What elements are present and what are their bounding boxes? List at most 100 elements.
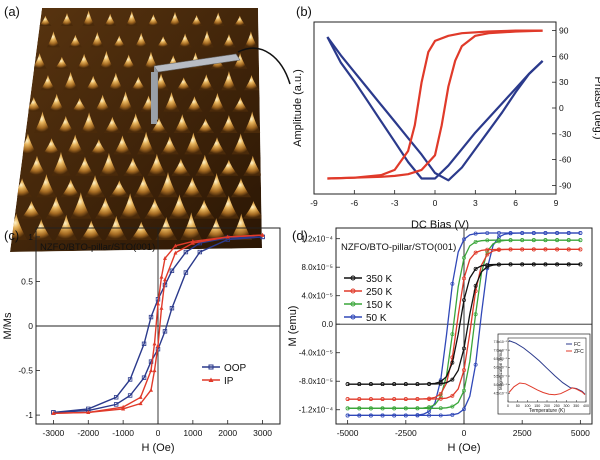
panel-b-y2label: Phase (deg.) — [592, 77, 600, 140]
data-point — [403, 413, 408, 418]
panel-a: (a) — [4, 4, 291, 252]
inset-x-tick-label: 350 — [573, 404, 579, 408]
afm-peak — [85, 175, 106, 198]
data-point — [462, 298, 466, 302]
y-tick-label: 1 — [28, 232, 33, 242]
data-point — [380, 413, 385, 418]
legend-label: 150 K — [366, 300, 392, 311]
afm-peak — [48, 93, 65, 112]
afm-peak — [121, 54, 136, 69]
data-point — [427, 405, 432, 410]
data-point — [473, 250, 478, 255]
y2-tick-label: 0 — [559, 103, 564, 113]
data-point — [357, 406, 362, 411]
afm-peak — [218, 195, 240, 219]
data-point — [462, 407, 466, 412]
afm-peak — [219, 159, 239, 176]
data-point — [462, 276, 466, 281]
data-point — [520, 262, 525, 267]
data-point — [450, 393, 455, 398]
data-point — [415, 382, 420, 387]
afm-peak — [200, 30, 214, 48]
data-point — [127, 393, 133, 398]
panel-c-xlabel: H (Oe) — [142, 442, 175, 454]
y2-tick-label: -30 — [559, 129, 572, 139]
afm-peak — [45, 196, 67, 219]
data-point — [427, 413, 432, 418]
data-point — [51, 411, 56, 415]
data-point — [345, 406, 350, 411]
afm-peak — [220, 115, 238, 133]
inset-y-tick-label: 5.0x10⁻⁵ — [494, 383, 508, 387]
data-point — [169, 268, 175, 273]
data-point — [173, 243, 178, 248]
series-line — [327, 29, 543, 180]
afm-peak — [27, 155, 47, 176]
data-point — [473, 362, 478, 367]
y-tick-label: -1.2x10⁻⁴ — [299, 406, 334, 415]
afm-peak — [243, 155, 262, 176]
x-tick-label: -2000 — [77, 428, 99, 438]
data-point — [543, 247, 548, 252]
legend-marker — [350, 314, 356, 320]
afm-cantilever-icon — [151, 47, 291, 124]
afm-peak — [169, 194, 190, 219]
data-point — [555, 231, 560, 235]
data-point — [368, 397, 373, 402]
data-point — [578, 238, 583, 243]
data-point — [578, 247, 583, 252]
data-point — [462, 255, 466, 260]
afm-peak — [125, 11, 138, 26]
legend-label: OOP — [224, 363, 247, 374]
data-point — [531, 238, 536, 243]
data-point — [496, 231, 501, 235]
afm-peak — [71, 98, 88, 112]
data-point — [357, 382, 362, 387]
afm-peak — [230, 213, 253, 240]
series-line — [347, 232, 581, 417]
data-point — [543, 238, 548, 243]
data-point — [566, 247, 571, 252]
data-point — [138, 395, 143, 399]
y2-tick-label: -60 — [559, 155, 572, 165]
afm-peak — [80, 112, 98, 133]
afm-peak — [57, 115, 75, 133]
data-point — [462, 237, 466, 242]
data-point — [149, 368, 154, 373]
data-point — [345, 382, 350, 387]
data-point — [197, 249, 203, 255]
afm-peak — [40, 75, 56, 91]
afm-peak — [243, 75, 260, 91]
data-point — [566, 238, 571, 243]
data-point — [450, 404, 455, 409]
data-point — [113, 395, 119, 400]
inset-ylabel: Magnetization (emu) — [498, 349, 503, 390]
inset-x-tick-label: 0 — [507, 404, 509, 408]
data-point — [485, 252, 490, 257]
data-point — [403, 406, 408, 411]
data-point — [162, 329, 168, 334]
data-point — [415, 413, 420, 418]
data-point — [496, 247, 501, 252]
panel-a-label: (a) — [4, 4, 20, 19]
series-line — [326, 36, 544, 180]
legend-label: 350 K — [366, 274, 392, 285]
afm-peak — [198, 74, 214, 91]
panel-d-ylabel: M (emu) — [287, 306, 299, 347]
data-point — [566, 262, 571, 267]
panel-d: -5000 -2500 0 2500 5000-1.2x10⁻⁴-8.0x10⁻⁵-4.… — [287, 227, 593, 454]
x-tick-label: -2500 — [395, 428, 417, 438]
y2-tick-label: 90 — [559, 26, 569, 36]
data-point — [127, 377, 133, 382]
data-point — [368, 406, 373, 411]
data-point — [415, 397, 420, 401]
panel-b-plot-frame — [313, 21, 557, 195]
afm-peak — [119, 193, 141, 219]
panel-d-label: (d) — [292, 228, 308, 243]
afm-peak — [54, 56, 69, 69]
y-tick-label: 0.5 — [21, 276, 33, 286]
afm-peak — [205, 218, 228, 240]
legend-marker — [208, 377, 214, 382]
afm-peak — [99, 152, 119, 176]
